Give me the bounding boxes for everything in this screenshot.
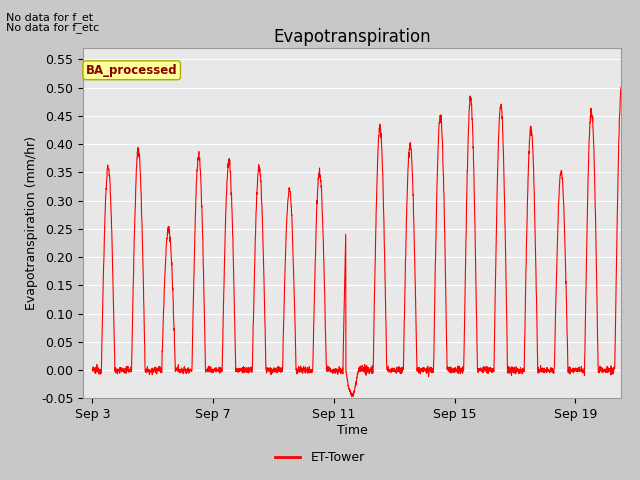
Title: Evapotranspiration: Evapotranspiration xyxy=(273,28,431,47)
Text: BA_processed: BA_processed xyxy=(86,64,177,77)
Y-axis label: Evapotranspiration (mm/hr): Evapotranspiration (mm/hr) xyxy=(25,136,38,310)
Text: No data for f_etc: No data for f_etc xyxy=(6,22,100,33)
X-axis label: Time: Time xyxy=(337,424,367,437)
Legend: ET-Tower: ET-Tower xyxy=(270,446,370,469)
Text: No data for f_et: No data for f_et xyxy=(6,12,93,23)
